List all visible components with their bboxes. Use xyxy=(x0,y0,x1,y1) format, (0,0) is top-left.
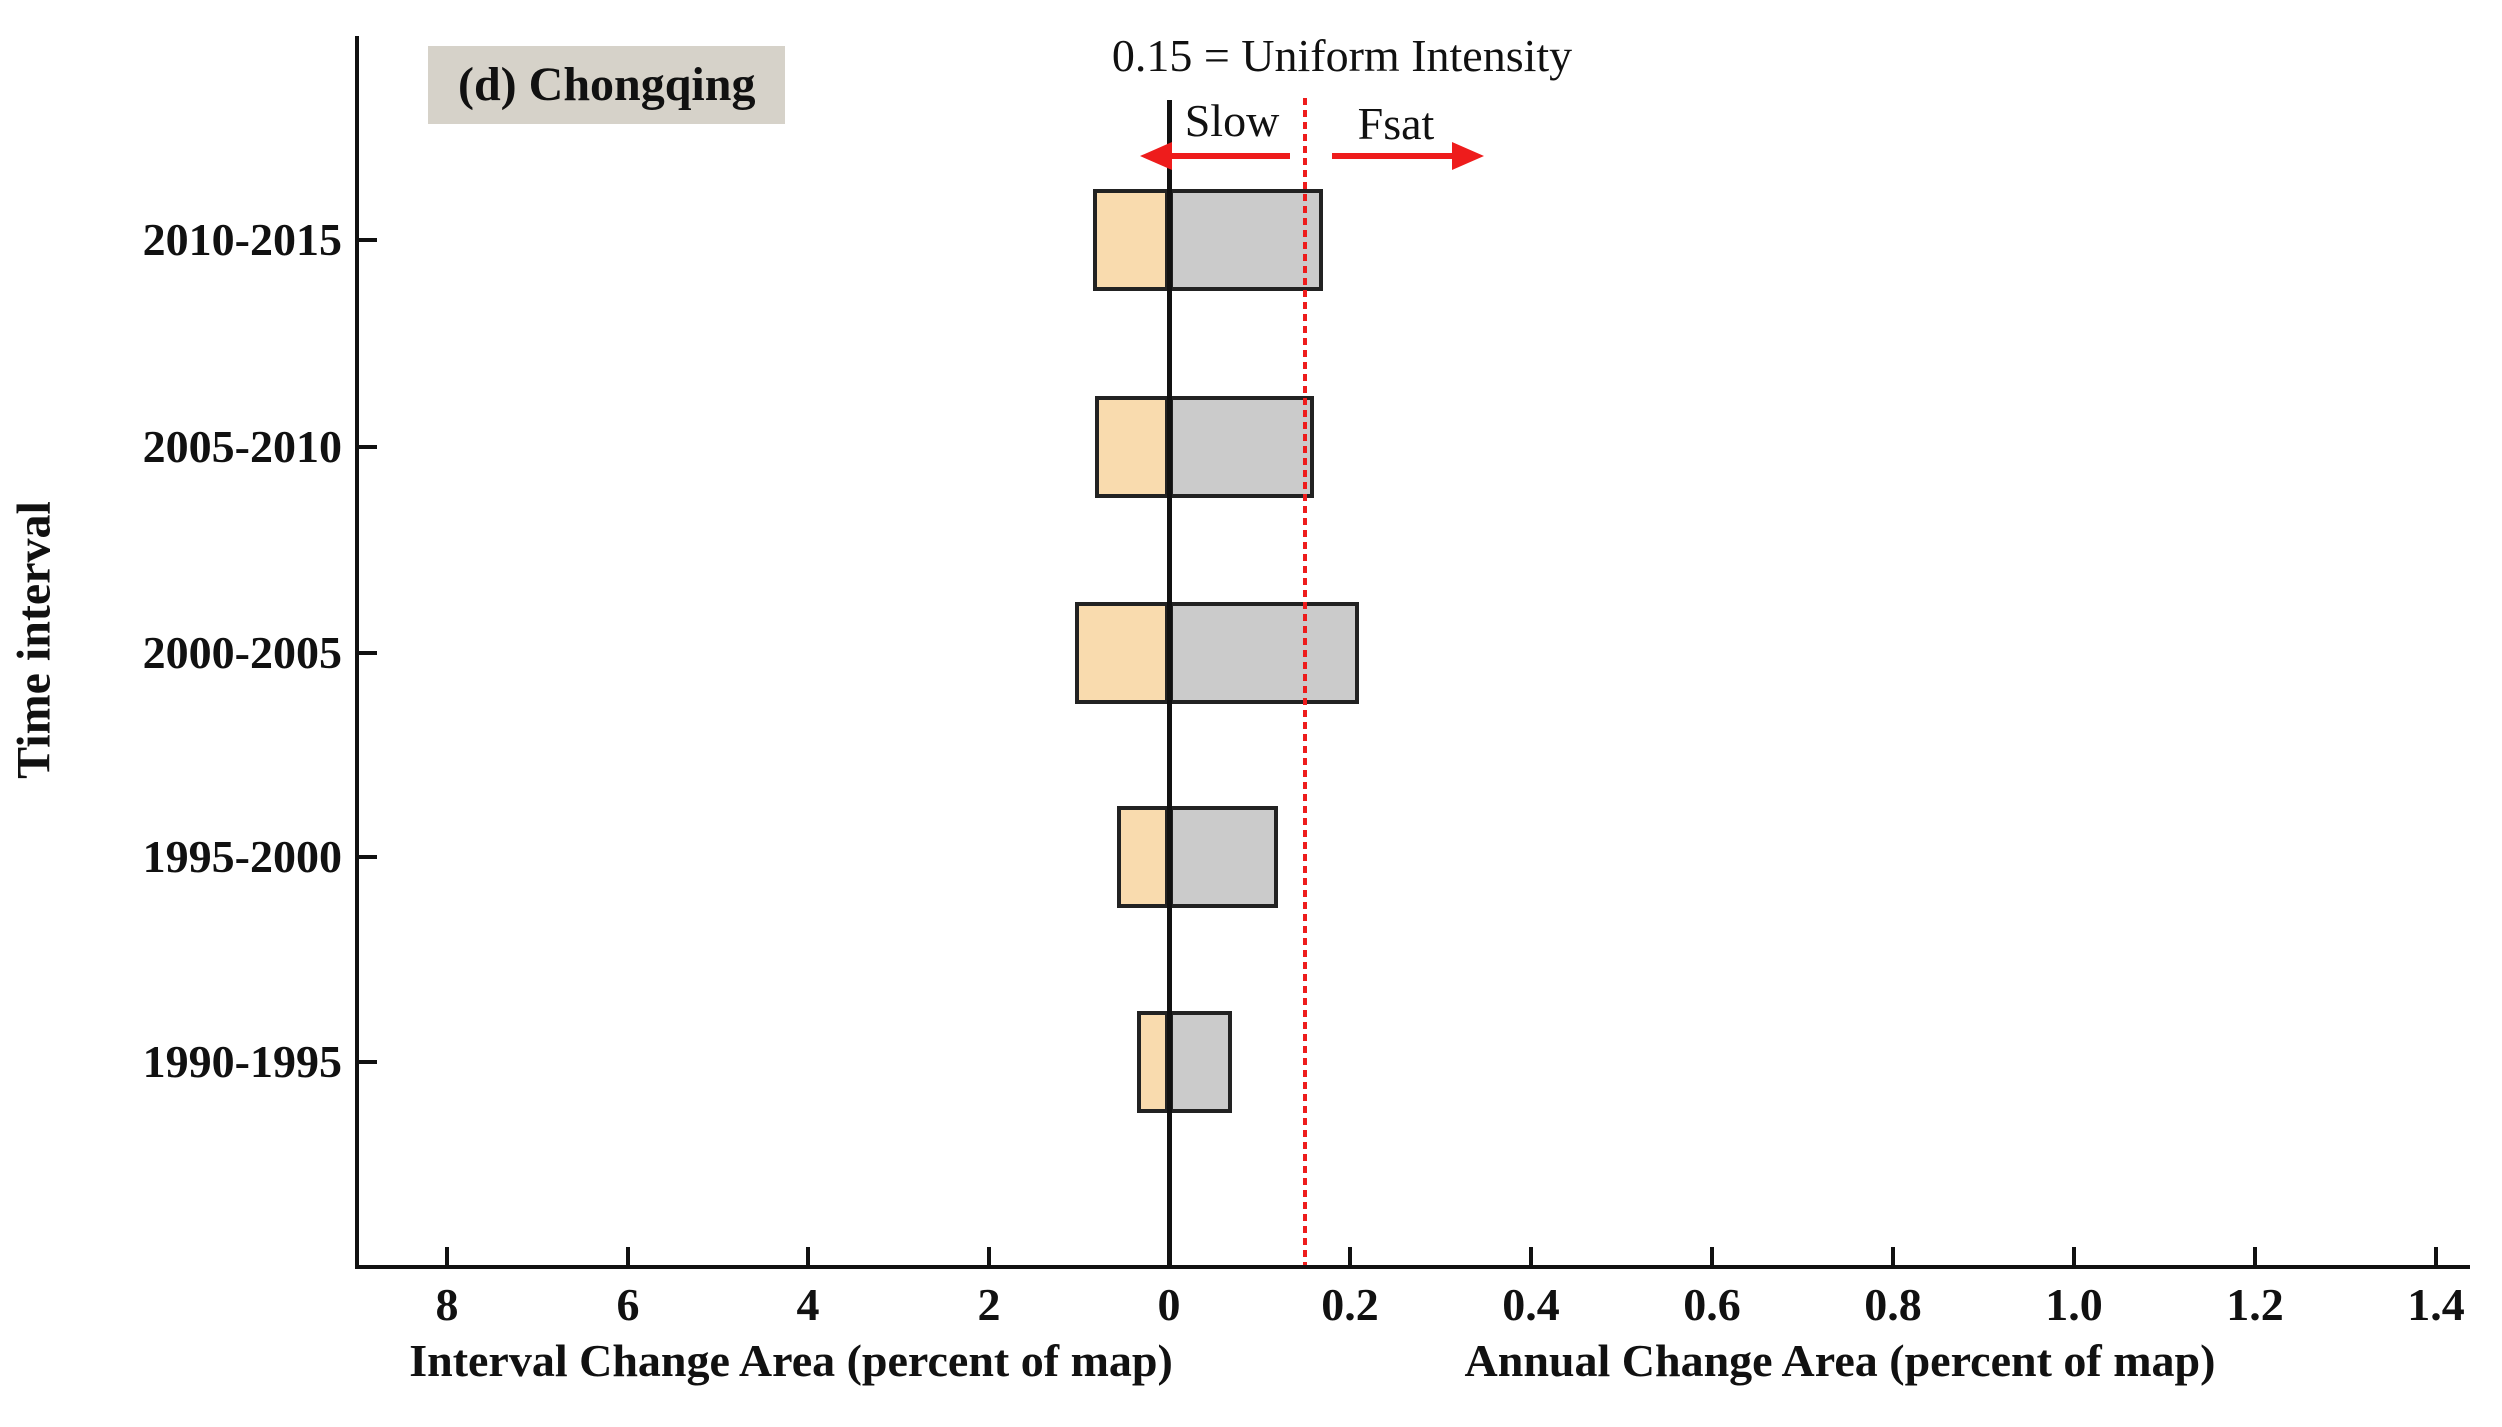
annual-change-bar xyxy=(1169,602,1359,704)
y-tick-label: 2005-2010 xyxy=(142,421,342,472)
x-tick-label: 1.2 xyxy=(2226,1279,2284,1330)
interval-change-bar xyxy=(1117,806,1169,908)
x-tick-label: 4 xyxy=(796,1279,820,1330)
x-tick-label: 0.8 xyxy=(1864,1279,1922,1330)
slow-annotation: Slow xyxy=(1184,95,1280,146)
x-tick-label: 0.4 xyxy=(1502,1279,1560,1330)
y-tick-label: 2010-2015 xyxy=(142,214,342,265)
x-tick-label: 1.0 xyxy=(2045,1279,2103,1330)
x-tick-mark xyxy=(987,1247,991,1265)
left-x-axis-title: Interval Change Area (percent of map) xyxy=(409,1335,1173,1386)
x-tick-mark xyxy=(626,1247,630,1265)
interval-change-bar xyxy=(1093,189,1169,291)
y-tick-label: 1995-2000 xyxy=(142,831,342,882)
x-tick-mark xyxy=(1891,1247,1895,1265)
y-tick-mark xyxy=(355,445,377,449)
annual-change-bar xyxy=(1169,806,1278,908)
y-tick-label: 2000-2005 xyxy=(142,627,342,678)
x-tick-mark xyxy=(2072,1247,2076,1265)
x-tick-label: 6 xyxy=(616,1279,640,1330)
uniform-intensity-annotation: 0.15 = Uniform Intensity xyxy=(1111,30,1573,81)
uniform-intensity-reference-line xyxy=(1303,98,1307,1265)
y-tick-mark xyxy=(355,855,377,859)
y-tick-mark xyxy=(355,1060,377,1064)
chart-title-badge: (d) Chongqing xyxy=(428,46,786,124)
x-tick-mark xyxy=(2434,1247,2438,1265)
x-tick-label: 0 xyxy=(1157,1279,1181,1330)
annual-change-bar xyxy=(1169,396,1314,498)
x-tick-label: 0.6 xyxy=(1683,1279,1741,1330)
fast-direction-arrow-shaft xyxy=(1332,153,1454,159)
zero-axis-line xyxy=(1167,100,1172,1265)
y-tick-mark xyxy=(355,651,377,655)
annual-change-bar xyxy=(1169,189,1323,291)
x-tick-mark xyxy=(1710,1247,1714,1265)
x-tick-mark xyxy=(1348,1247,1352,1265)
x-tick-label: 1.4 xyxy=(2407,1279,2465,1330)
y-tick-label: 1990-1995 xyxy=(142,1036,342,1087)
x-tick-label: 0.2 xyxy=(1321,1279,1379,1330)
fast-annotation: Fsat xyxy=(1357,98,1435,149)
x-axis-line xyxy=(355,1265,2470,1269)
x-tick-label: 8 xyxy=(435,1279,459,1330)
x-tick-label: 2 xyxy=(977,1279,1001,1330)
x-tick-mark xyxy=(806,1247,810,1265)
x-tick-mark xyxy=(1529,1247,1533,1265)
interval-change-bar xyxy=(1137,1011,1169,1113)
chart-title: (d) Chongqing xyxy=(458,58,756,111)
slow-direction-arrow-shaft xyxy=(1170,153,1290,159)
interval-change-bar xyxy=(1095,396,1169,498)
right-x-axis-title: Annual Change Area (percent of map) xyxy=(1464,1335,2216,1386)
y-tick-mark xyxy=(355,238,377,242)
interval-change-bar xyxy=(1075,602,1169,704)
slow-direction-arrow-icon xyxy=(1140,142,1172,170)
x-tick-mark xyxy=(445,1247,449,1265)
annual-change-bar xyxy=(1169,1011,1232,1113)
x-tick-mark xyxy=(2253,1247,2257,1265)
fast-direction-arrow-icon xyxy=(1452,142,1484,170)
